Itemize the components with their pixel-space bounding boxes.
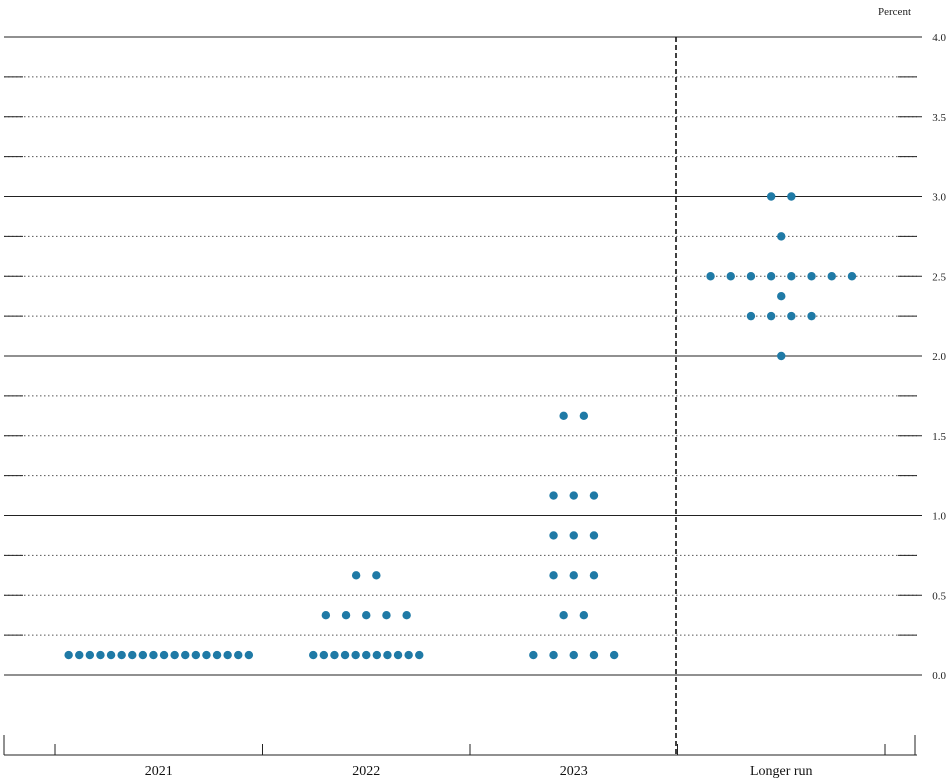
dot-point [341, 610, 351, 620]
dot-point [589, 650, 599, 660]
dot-point [340, 650, 350, 660]
dot-point [362, 650, 371, 660]
y-tick-label: 2.5 [932, 271, 946, 283]
y-tick-label: 0.0 [932, 670, 946, 682]
dot-point [330, 650, 339, 660]
dot-point [362, 610, 371, 620]
dot-point [244, 650, 254, 660]
dot-point [393, 650, 403, 660]
x-category-label: 2022 [352, 764, 380, 778]
dot-point [372, 650, 382, 660]
dot-point [766, 192, 776, 201]
y-tick-label: 4.0 [932, 32, 946, 44]
dot-point [75, 650, 84, 660]
y-tick-label: 3.5 [932, 112, 946, 124]
dot-point [351, 571, 361, 580]
dot-point [191, 650, 201, 660]
dot-point [847, 272, 857, 281]
dot-point [96, 650, 105, 660]
dot-point [569, 571, 578, 580]
dot-point [766, 311, 776, 321]
dot-point [181, 650, 190, 660]
dot-point [529, 650, 538, 660]
dot-point [549, 571, 558, 580]
dot-point [777, 291, 786, 301]
dot-point [559, 610, 568, 620]
dot-point [589, 531, 599, 540]
dot-point [351, 650, 360, 660]
dot-point [382, 610, 391, 620]
dot-point [807, 311, 816, 321]
dot-point [402, 610, 411, 620]
dot-point [706, 272, 715, 281]
x-axis [3, 735, 917, 756]
dot-point [569, 650, 578, 660]
category-labels: 2021 2022 2023 Longer run [145, 764, 813, 778]
dot-point [85, 650, 95, 660]
dot-point [589, 491, 599, 500]
y-tick-label: 1.0 [932, 511, 946, 523]
dot-point [746, 311, 756, 321]
dot-point [321, 610, 331, 620]
dot-point [579, 411, 589, 421]
unit-label: Percent [878, 6, 911, 18]
dot-point [559, 411, 568, 421]
x-category-label: 2023 [560, 764, 588, 778]
dot-point [746, 272, 756, 281]
dot-point [202, 650, 211, 660]
y-axis-ticks: 0.0 0.5 1.0 1.5 2.0 2.5 3.0 3.5 4.0 [917, 32, 947, 682]
dot-point [549, 491, 558, 500]
dot-point [787, 272, 796, 281]
dot-point [212, 650, 222, 660]
dot-point [766, 272, 776, 281]
dot-point [138, 650, 148, 660]
dot-point [777, 351, 786, 361]
x-category-label: 2021 [145, 764, 173, 778]
dot-point [159, 650, 169, 660]
dot-point [415, 650, 424, 660]
dot-point [170, 650, 179, 660]
y-tick-label: 0.5 [932, 590, 946, 602]
y-tick-label: 3.0 [932, 192, 946, 204]
gridlines [4, 36, 917, 676]
dots-layer [64, 192, 857, 660]
dot-point [372, 571, 381, 580]
y-tick-label: 1.5 [932, 431, 946, 443]
dot-point [569, 531, 578, 540]
dot-point [787, 192, 796, 201]
dot-point [106, 650, 116, 660]
dot-point [149, 650, 158, 660]
dot-point [128, 650, 137, 660]
x-category-label: Longer run [750, 764, 813, 778]
dot-point [234, 650, 243, 660]
dot-point [569, 491, 578, 500]
dot-point [589, 571, 599, 580]
dot-point [549, 531, 558, 540]
dot-point [807, 272, 816, 281]
y-tick-label: 2.0 [932, 351, 946, 363]
dot-point [319, 650, 329, 660]
dot-point [383, 650, 392, 660]
dot-point [117, 650, 126, 660]
dot-point [827, 272, 836, 281]
dot-point [309, 650, 318, 660]
dot-point [777, 232, 786, 241]
dot-point [64, 650, 73, 660]
dot-point [549, 650, 558, 660]
dot-point [223, 650, 232, 660]
dot-point [609, 650, 619, 660]
dot-point [726, 272, 735, 281]
dot-point [787, 311, 796, 321]
dot-point [579, 610, 589, 620]
dot-point [404, 650, 413, 660]
